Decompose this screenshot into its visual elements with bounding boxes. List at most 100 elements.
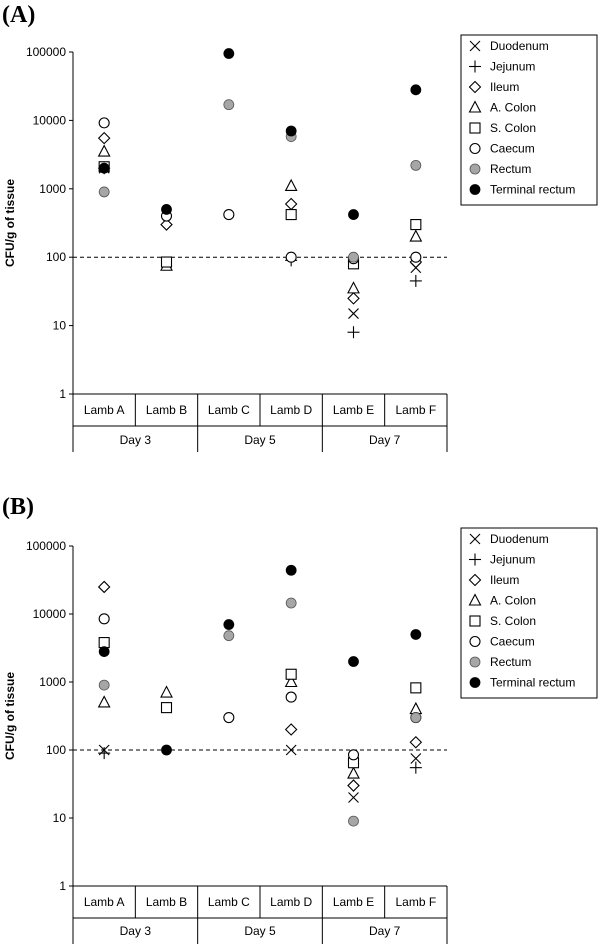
point-rectum (98, 186, 110, 198)
point-terminal-rectum (410, 629, 422, 640)
point-rectum-shape (98, 679, 110, 691)
y-tick-label: 10 (53, 319, 67, 333)
point-caecum-shape (223, 712, 235, 724)
point-terminal-rectum-shape (348, 656, 359, 667)
point-terminal-rectum (410, 84, 422, 96)
point-s-colon (98, 637, 110, 649)
point-caecum (223, 209, 235, 221)
point-caecum-shape (347, 749, 360, 761)
point-a-colon (409, 229, 423, 242)
legend-marker (469, 40, 481, 52)
category-label: Lamb A (84, 403, 125, 417)
point-a-colon (284, 178, 298, 192)
category-label: Lamb B (146, 895, 187, 909)
legend-marker-shape (468, 593, 482, 606)
point-rectum-shape (410, 712, 422, 723)
legend-marker (469, 122, 481, 134)
point-terminal-rectum-shape (285, 125, 297, 137)
group-label: Day 3 (120, 924, 152, 938)
point-a-colon-shape (284, 674, 298, 688)
point-s-colon-shape (410, 682, 422, 694)
category-label: Lamb D (270, 895, 312, 909)
point-caecum-shape (285, 691, 297, 703)
point-terminal-rectum-shape (410, 84, 422, 96)
legend-box (460, 527, 598, 699)
point-terminal-rectum (98, 162, 110, 174)
panel-label: (A) (2, 2, 35, 28)
point-terminal-rectum-shape (223, 48, 235, 59)
point-rectum (348, 815, 359, 827)
point-a-colon (97, 695, 111, 708)
legend-label: A. Colon (490, 594, 536, 608)
point-terminal-rectum (161, 203, 172, 215)
point-ileum (347, 292, 360, 305)
legend-marker (468, 593, 482, 606)
legend-marker-shape (469, 615, 481, 627)
legend-marker (469, 615, 481, 627)
point-ileum (347, 779, 360, 792)
point-a-colon-shape (97, 695, 111, 708)
point-caecum (223, 712, 235, 724)
category-label: Lamb C (208, 403, 250, 417)
point-a-colon (347, 281, 360, 294)
point-a-colon (409, 701, 423, 715)
group-label: Day 7 (369, 433, 401, 447)
point-s-colon (160, 256, 173, 268)
point-duodenum-stroke-2 (348, 308, 359, 319)
point-s-colon-shape (98, 637, 110, 649)
legend-marker (469, 533, 481, 545)
point-rectum-shape (223, 99, 235, 111)
point-terminal-rectum-shape (223, 619, 235, 630)
legend-label: Caecum (490, 635, 535, 649)
point-ileum-shape (347, 779, 360, 792)
point-terminal-rectum (348, 209, 359, 220)
y-tick-label: 100 (46, 250, 66, 264)
y-axis-label: CFU/g of tissue (3, 179, 17, 267)
point-rectum-shape (348, 251, 359, 263)
point-rectum (223, 99, 235, 111)
group-label: Day 5 (244, 433, 276, 447)
y-tick-label: 10000 (33, 607, 67, 621)
point-a-colon-shape (409, 701, 423, 715)
point-s-colon-shape (160, 702, 173, 714)
point-terminal-rectum-shape (161, 203, 172, 215)
legend-marker (468, 573, 482, 587)
legend-label: S. Colon (490, 121, 536, 135)
legend-label: Ileum (490, 573, 519, 587)
legend-marker (468, 80, 482, 94)
point-ileum-shape (347, 292, 360, 305)
legend-label: Duodenum (490, 532, 549, 546)
point-terminal-rectum (285, 564, 297, 576)
legend-marker-shape (469, 122, 481, 134)
category-label: Lamb A (84, 895, 125, 909)
point-duodenum-stroke-2 (285, 744, 297, 756)
point-a-colon-shape (347, 766, 360, 779)
point-caecum (410, 251, 422, 263)
legend: Duodenum Jejunum Ileum A. Colon S. Colon Caec… (460, 34, 598, 206)
point-ileum (160, 218, 173, 231)
point-terminal-rectum (98, 646, 110, 657)
point-rectum (410, 712, 422, 723)
legend-marker-shape (469, 184, 481, 195)
point-rectum (223, 630, 235, 642)
legend-marker (469, 163, 481, 175)
legend-marker (468, 100, 482, 113)
group-label: Day 3 (120, 433, 152, 447)
point-terminal-rectum (285, 125, 297, 137)
y-axis-label: CFU/g of tissue (3, 672, 17, 760)
category-label: Lamb B (146, 403, 187, 417)
legend-marker-shape (469, 635, 481, 648)
point-a-colon (97, 144, 111, 157)
group-label: Day 7 (369, 924, 401, 938)
legend-label: Jejunum (490, 60, 535, 74)
legend-marker (469, 553, 481, 566)
point-a-colon (347, 766, 360, 779)
point-ileum-shape (409, 735, 423, 749)
y-tick-label: 100000 (26, 45, 66, 59)
point-terminal-rectum (223, 48, 235, 59)
point-caecum-shape (285, 251, 297, 263)
point-s-colon-shape (285, 209, 297, 221)
legend-label: Ileum (490, 80, 519, 94)
category-label: Lamb E (333, 403, 374, 417)
data-points (97, 48, 423, 339)
